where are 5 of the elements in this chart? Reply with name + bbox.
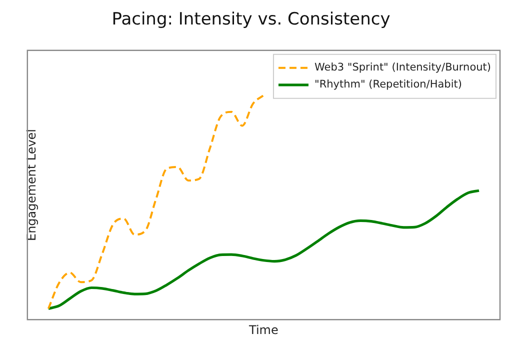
y-axis-title: Engagement Level: [24, 128, 38, 242]
x-axis-title: Time: [248, 322, 278, 337]
legend-label: "Rhythm" (Repetition/Habit): [314, 78, 462, 91]
chart-title: Pacing: Intensity vs. Consistency: [112, 10, 390, 30]
legend-label: Web3 "Sprint" (Intensity/Burnout): [314, 62, 492, 74]
